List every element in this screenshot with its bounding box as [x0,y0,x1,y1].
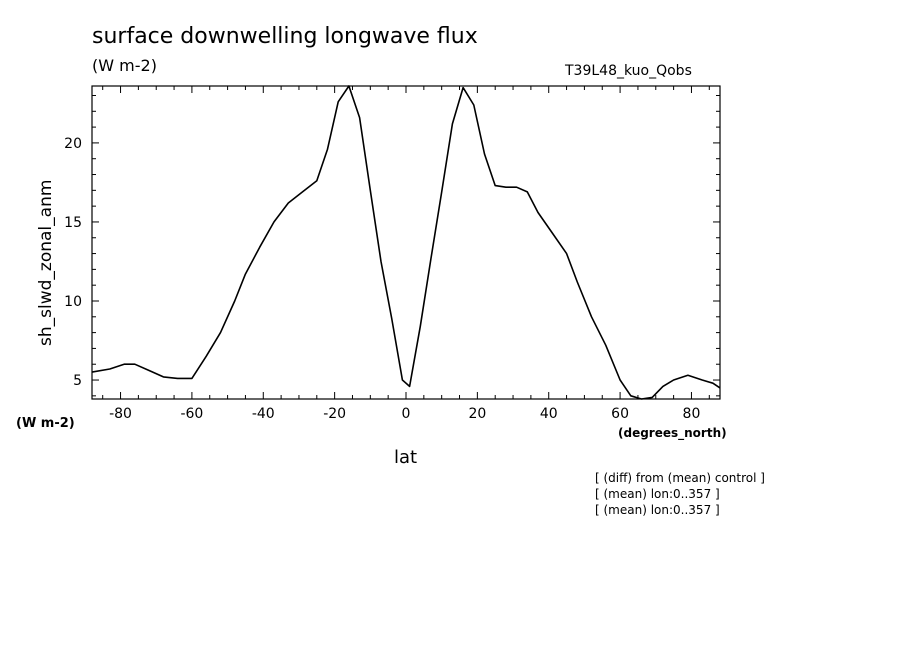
y-axis-units: (W m-2) [16,416,75,431]
x-tick-label: 80 [683,406,701,422]
plot-frame [91,85,721,400]
x-tick-label: -40 [252,406,275,422]
series-line [91,85,721,400]
chart-units: (W m-2) [92,56,157,75]
chart-title: surface downwelling longwave flux [92,24,478,49]
note-line: [ (mean) lon:0..357 ] [595,487,720,501]
y-tick-label: 10 [64,294,82,310]
x-tick-label: 40 [540,406,558,422]
x-axis-label: lat [394,447,418,468]
x-tick-label: 60 [611,406,629,422]
x-tick-label: 0 [402,406,411,422]
x-axis-units: (degrees_north) [618,426,727,440]
run-tag: T39L48_kuo_Qobs [565,63,692,79]
x-tick-label: -20 [323,406,346,422]
x-tick-label: -80 [109,406,132,422]
x-tick-label: -60 [180,406,203,422]
y-tick-label: 5 [73,373,82,389]
x-tick-label: 20 [468,406,486,422]
y-tick-label: 15 [64,215,82,231]
note-line: [ (mean) lon:0..357 ] [595,503,720,517]
note-line: [ (diff) from (mean) control ] [595,471,765,485]
y-tick-label: 20 [64,136,82,152]
